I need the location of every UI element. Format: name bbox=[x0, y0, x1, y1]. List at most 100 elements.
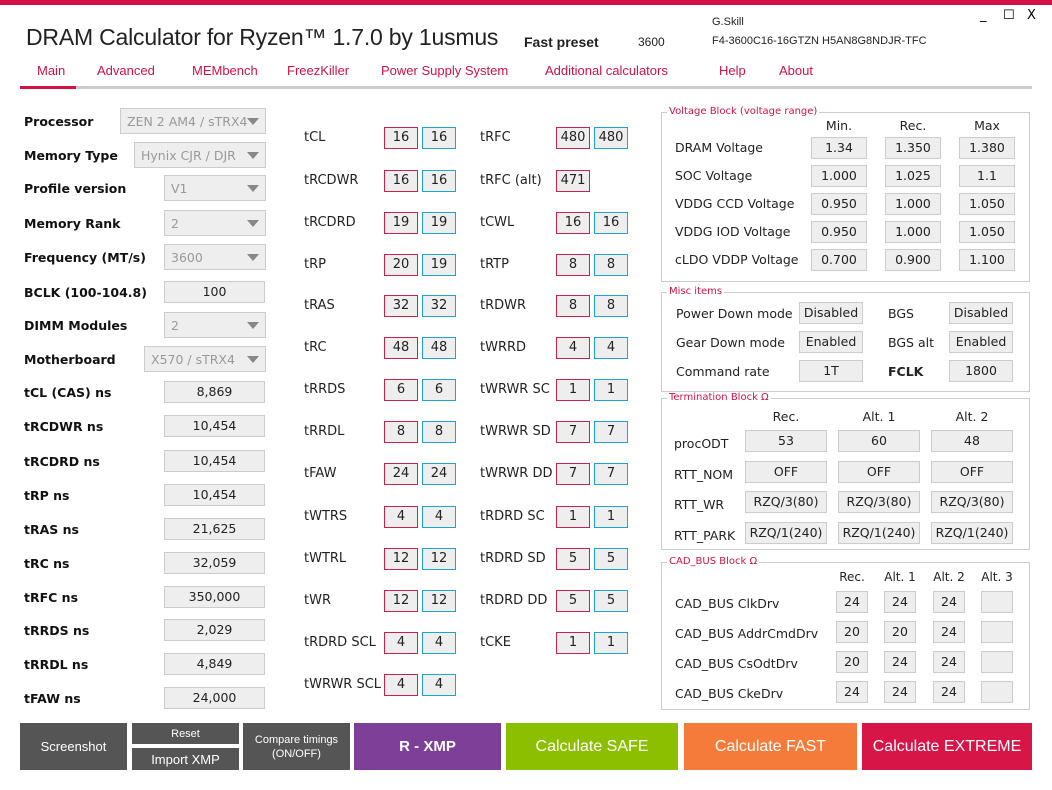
trrdl-value[interactable]: 8 bbox=[384, 421, 418, 443]
minimize-button[interactable]: _ bbox=[980, 8, 987, 23]
trp-compare-value[interactable]: 19 bbox=[422, 254, 456, 276]
trcdwr-value[interactable]: 16 bbox=[384, 170, 418, 192]
r-xmp-button[interactable]: R - XMP bbox=[354, 723, 501, 770]
tras-value[interactable]: 32 bbox=[384, 295, 418, 317]
procodt-alt-2[interactable]: 48 bbox=[931, 430, 1013, 452]
trfc-compare-value[interactable]: 480 bbox=[594, 127, 628, 149]
calculate-extreme-button[interactable]: Calculate EXTREME bbox=[862, 723, 1032, 770]
cad-bus-clkdrv-alt-2[interactable]: 24 bbox=[933, 591, 965, 613]
rtt-nom-rec[interactable]: OFF bbox=[745, 460, 827, 483]
cad-bus-ckedrv-rec[interactable]: 24 bbox=[836, 681, 868, 703]
tab-main[interactable]: Main bbox=[37, 63, 66, 78]
trdrd-scl-value[interactable]: 4 bbox=[384, 632, 418, 654]
gear-down-mode-value[interactable]: Enabled bbox=[799, 331, 863, 353]
cad-bus-clkdrv-rec[interactable]: 24 bbox=[836, 591, 868, 613]
cad-bus-csodtdrv-alt-3[interactable] bbox=[981, 651, 1013, 673]
tcwl-value[interactable]: 16 bbox=[556, 212, 590, 234]
twrwr-dd-compare-value[interactable]: 7 bbox=[594, 463, 628, 485]
cad-bus-csodtdrv-alt-1[interactable]: 24 bbox=[884, 651, 916, 673]
rtt-park-alt-2[interactable]: RZQ/1(240) bbox=[931, 521, 1013, 544]
cad-bus-ckedrv-alt-3[interactable] bbox=[981, 681, 1013, 703]
reset-button[interactable]: Reset bbox=[132, 723, 239, 744]
compare-timings-button[interactable]: Compare timings (ON/OFF) bbox=[243, 723, 350, 770]
frequency-mt-s-dropdown[interactable]: 3600 bbox=[164, 244, 266, 270]
close-button[interactable]: X bbox=[1027, 8, 1036, 23]
twrwr-scl-compare-value[interactable]: 4 bbox=[422, 674, 456, 696]
trdwr-value[interactable]: 8 bbox=[556, 295, 590, 317]
trfc-value[interactable]: 480 bbox=[556, 127, 590, 149]
tab-freezkiller[interactable]: FreezKiller bbox=[287, 63, 350, 78]
trrdl-compare-value[interactable]: 8 bbox=[422, 421, 456, 443]
rtt-wr-alt-1[interactable]: RZQ/3(80) bbox=[838, 491, 920, 513]
bgs-value[interactable]: Disabled bbox=[949, 302, 1013, 324]
trcdwr-compare-value[interactable]: 16 bbox=[422, 170, 456, 192]
twrwr-sc-value[interactable]: 1 bbox=[556, 379, 590, 401]
trdrd-scl-compare-value[interactable]: 4 bbox=[422, 632, 456, 654]
power-down-mode-value[interactable]: Disabled bbox=[799, 302, 863, 324]
cad-bus-addrcmddrv-alt-3[interactable] bbox=[981, 621, 1013, 643]
trdrd-sc-value[interactable]: 1 bbox=[556, 506, 590, 528]
tab-help[interactable]: Help bbox=[719, 63, 746, 78]
calculate-safe-button[interactable]: Calculate SAFE bbox=[506, 723, 678, 770]
trdrd-sd-compare-value[interactable]: 5 bbox=[594, 548, 628, 570]
rtt-wr-rec[interactable]: RZQ/3(80) bbox=[745, 491, 827, 513]
import-xmp-button[interactable]: Import XMP bbox=[132, 748, 239, 770]
command-rate-value[interactable]: 1T bbox=[799, 360, 863, 382]
twrwr-sd-compare-value[interactable]: 7 bbox=[594, 421, 628, 443]
cad-bus-addrcmddrv-alt-2[interactable]: 24 bbox=[933, 621, 965, 643]
trdwr-compare-value[interactable]: 8 bbox=[594, 295, 628, 317]
trcdrd-value[interactable]: 19 bbox=[384, 212, 418, 234]
processor-dropdown[interactable]: ZEN 2 AM4 / sTRX4 bbox=[120, 108, 266, 134]
trrds-value[interactable]: 6 bbox=[384, 379, 418, 401]
trdrd-sd-value[interactable]: 5 bbox=[556, 548, 590, 570]
tab-power-supply-system[interactable]: Power Supply System bbox=[381, 63, 509, 78]
tab-additional-calculators[interactable]: Additional calculators bbox=[545, 63, 668, 78]
trtp-compare-value[interactable]: 8 bbox=[594, 254, 628, 276]
trdrd-sc-compare-value[interactable]: 1 bbox=[594, 506, 628, 528]
cad-bus-csodtdrv-alt-2[interactable]: 24 bbox=[933, 651, 965, 673]
procodt-alt-1[interactable]: 60 bbox=[838, 430, 920, 452]
cad-bus-clkdrv-alt-1[interactable]: 24 bbox=[884, 591, 916, 613]
dimm-modules-dropdown[interactable]: 2 bbox=[164, 312, 266, 338]
tab-about[interactable]: About bbox=[779, 63, 813, 78]
twr-compare-value[interactable]: 12 bbox=[422, 590, 456, 612]
memory-type-dropdown[interactable]: Hynix CJR / DJR bbox=[134, 142, 266, 168]
twtrl-value[interactable]: 12 bbox=[384, 548, 418, 570]
fclk-value[interactable]: 1800 bbox=[949, 360, 1013, 382]
motherboard-dropdown[interactable]: X570 / sTRX4 bbox=[144, 346, 266, 372]
tfaw-value[interactable]: 24 bbox=[384, 463, 418, 485]
trdrd-dd-compare-value[interactable]: 5 bbox=[594, 590, 628, 612]
twtrs-compare-value[interactable]: 4 bbox=[422, 506, 456, 528]
bclk-input[interactable]: 100 bbox=[164, 281, 265, 303]
twrwr-sc-compare-value[interactable]: 1 bbox=[594, 379, 628, 401]
bgs-alt-value[interactable]: Enabled bbox=[949, 331, 1013, 353]
memory-rank-dropdown[interactable]: 2 bbox=[164, 210, 266, 236]
tcl-value[interactable]: 16 bbox=[384, 127, 418, 149]
trtp-value[interactable]: 8 bbox=[556, 254, 590, 276]
trc-compare-value[interactable]: 48 bbox=[422, 337, 456, 359]
twrrd-value[interactable]: 4 bbox=[556, 337, 590, 359]
trp-value[interactable]: 20 bbox=[384, 254, 418, 276]
twrrd-compare-value[interactable]: 4 bbox=[594, 337, 628, 359]
rtt-park-rec[interactable]: RZQ/1(240) bbox=[745, 521, 827, 544]
maximize-button[interactable]: ☐ bbox=[1003, 8, 1015, 23]
trc-value[interactable]: 48 bbox=[384, 337, 418, 359]
tras-compare-value[interactable]: 32 bbox=[422, 295, 456, 317]
cad-bus-csodtdrv-rec[interactable]: 20 bbox=[836, 651, 868, 673]
tcke-value[interactable]: 1 bbox=[556, 632, 590, 654]
trcdrd-compare-value[interactable]: 19 bbox=[422, 212, 456, 234]
tcke-compare-value[interactable]: 1 bbox=[594, 632, 628, 654]
profile-version-dropdown[interactable]: V1 bbox=[164, 175, 266, 201]
cad-bus-ckedrv-alt-2[interactable]: 24 bbox=[933, 681, 965, 703]
trfc-alt-value[interactable]: 471 bbox=[556, 170, 590, 192]
tab-membench[interactable]: MEMbench bbox=[192, 63, 258, 78]
screenshot-button[interactable]: Screenshot bbox=[20, 723, 127, 770]
calculate-fast-button[interactable]: Calculate FAST bbox=[684, 723, 857, 770]
tfaw-compare-value[interactable]: 24 bbox=[422, 463, 456, 485]
rtt-wr-alt-2[interactable]: RZQ/3(80) bbox=[931, 491, 1013, 513]
rtt-nom-alt-1[interactable]: OFF bbox=[838, 460, 920, 483]
cad-bus-clkdrv-alt-3[interactable] bbox=[981, 591, 1013, 613]
twrwr-sd-value[interactable]: 7 bbox=[556, 421, 590, 443]
cad-bus-addrcmddrv-rec[interactable]: 20 bbox=[836, 621, 868, 643]
trrds-compare-value[interactable]: 6 bbox=[422, 379, 456, 401]
